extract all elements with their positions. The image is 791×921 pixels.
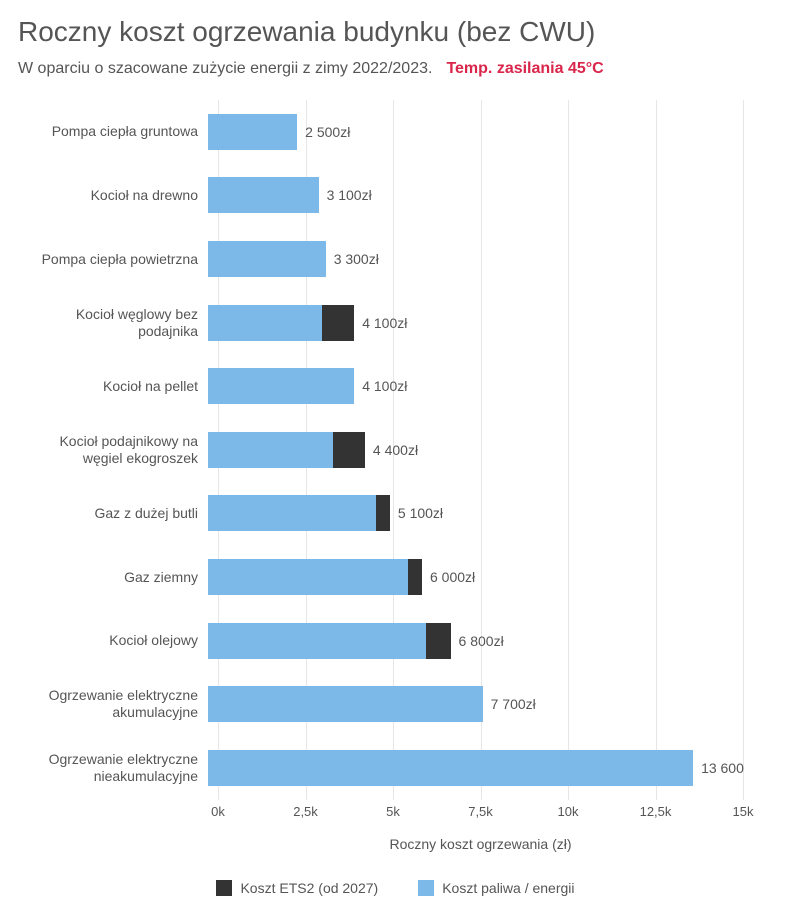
bar-segments bbox=[208, 177, 319, 213]
bar-track: 6 000zł bbox=[208, 545, 743, 609]
bar-value-label: 6 800zł bbox=[459, 633, 504, 649]
bar-track: 4 100zł bbox=[208, 354, 743, 418]
bar-value-label: 4 100zł bbox=[362, 378, 407, 394]
bar-track: 3 100zł bbox=[208, 164, 743, 228]
bar-segment-ets2 bbox=[408, 559, 422, 595]
bar-segments bbox=[208, 750, 693, 786]
bar-row: Ogrzewanie elektryczne akumulacyjne 7 700… bbox=[18, 672, 743, 736]
x-axis-tick: 10k bbox=[558, 804, 579, 819]
bar-segment-fuel bbox=[208, 750, 693, 786]
bar-segment-fuel bbox=[208, 432, 333, 468]
legend-item: Koszt paliwa / energii bbox=[418, 880, 574, 896]
chart-title: Roczny koszt ogrzewania budynku (bez CWU… bbox=[18, 16, 773, 48]
bar-segment-ets2 bbox=[426, 623, 451, 659]
category-label: Kocioł na drewno bbox=[18, 187, 208, 204]
bar-segment-fuel bbox=[208, 368, 354, 404]
bar-segments bbox=[208, 368, 354, 404]
x-axis-tick: 5k bbox=[386, 804, 400, 819]
bar-value-label: 2 500zł bbox=[305, 124, 350, 140]
bar-value-label: 6 000zł bbox=[430, 569, 475, 585]
legend: Koszt ETS2 (od 2027) Koszt paliwa / energ… bbox=[18, 880, 773, 896]
bar-track: 2 500zł bbox=[208, 100, 743, 164]
x-axis-tick: 7,5k bbox=[468, 804, 493, 819]
chart-area: Pompa ciepła gruntowa 2 500zł Kocioł na dr… bbox=[18, 100, 773, 896]
bar-segment-fuel bbox=[208, 495, 376, 531]
legend-swatch bbox=[216, 880, 232, 896]
bar-row: Kocioł olejowy 6 800zł bbox=[18, 609, 743, 673]
bar-segments bbox=[208, 432, 365, 468]
category-label: Kocioł węglowy bez podajnika bbox=[18, 306, 208, 340]
category-label: Pompa ciepła powietrzna bbox=[18, 251, 208, 268]
category-label: Kocioł podajnikowy na węgiel ekogroszek bbox=[18, 433, 208, 467]
bar-segment-fuel bbox=[208, 559, 408, 595]
bar-track: 5 100zł bbox=[208, 482, 743, 546]
bar-segment-fuel bbox=[208, 305, 322, 341]
bar-segment-ets2 bbox=[333, 432, 365, 468]
bar-track: 7 700zł bbox=[208, 672, 743, 736]
bar-value-label: 3 100zł bbox=[327, 187, 372, 203]
bar-segments bbox=[208, 686, 483, 722]
bar-segment-fuel bbox=[208, 177, 319, 213]
bar-segment-ets2 bbox=[376, 495, 390, 531]
bar-track: 4 400zł bbox=[208, 418, 743, 482]
plot-region: Pompa ciepła gruntowa2 500złKocioł na dr… bbox=[218, 100, 743, 800]
bar-value-label: 5 100zł bbox=[398, 505, 443, 521]
bar-segments bbox=[208, 559, 422, 595]
bar-row: Pompa ciepła gruntowa 2 500zł bbox=[18, 100, 743, 164]
category-label: Pompa ciepła gruntowa bbox=[18, 123, 208, 140]
bar-row: Gaz ziemny 6 000zł bbox=[18, 545, 743, 609]
gridline bbox=[743, 100, 744, 800]
category-label: Ogrzewanie elektryczne nieakumulacyjne bbox=[18, 751, 208, 785]
temperature-note: Temp. zasilania 45°C bbox=[446, 60, 603, 78]
category-label: Kocioł olejowy bbox=[18, 632, 208, 649]
bar-track: 13 600 bbox=[208, 736, 743, 800]
legend-label: Koszt paliwa / energii bbox=[442, 880, 574, 896]
bar-track: 4 100zł bbox=[208, 291, 743, 355]
bar-segment-fuel bbox=[208, 623, 426, 659]
bar-row: Kocioł na drewno 3 100zł bbox=[18, 164, 743, 228]
bar-value-label: 7 700zł bbox=[491, 696, 536, 712]
bar-segment-fuel bbox=[208, 114, 297, 150]
x-axis-tick: 2,5k bbox=[293, 804, 318, 819]
bar-segment-fuel bbox=[208, 686, 483, 722]
legend-item: Koszt ETS2 (od 2027) bbox=[216, 880, 378, 896]
chart-container: Roczny koszt ogrzewania budynku (bez CWU… bbox=[0, 0, 791, 921]
bar-row: Kocioł na pellet 4 100zł bbox=[18, 354, 743, 418]
bar-segments bbox=[208, 241, 326, 277]
bar-value-label: 13 600 bbox=[701, 760, 744, 776]
x-axis-title: Roczny koszt ogrzewania (zł) bbox=[218, 836, 743, 852]
bar-value-label: 3 300zł bbox=[334, 251, 379, 267]
bar-row: Pompa ciepła powietrzna 3 300zł bbox=[18, 227, 743, 291]
bar-value-label: 4 400zł bbox=[373, 442, 418, 458]
bar-segments bbox=[208, 114, 297, 150]
bar-segments bbox=[208, 305, 354, 341]
chart-subtitle: W oparciu o szacowane zużycie energii z … bbox=[18, 60, 432, 78]
legend-swatch bbox=[418, 880, 434, 896]
bar-segment-ets2 bbox=[322, 305, 354, 341]
x-axis-tick: 15k bbox=[733, 804, 754, 819]
bar-row: Gaz z dużej butli 5 100zł bbox=[18, 482, 743, 546]
bar-segments bbox=[208, 623, 451, 659]
category-label: Ogrzewanie elektryczne akumulacyjne bbox=[18, 687, 208, 721]
bar-track: 6 800zł bbox=[208, 609, 743, 673]
bar-track: 3 300zł bbox=[208, 227, 743, 291]
bar-row: Kocioł węglowy bez podajnika 4 100zł bbox=[18, 291, 743, 355]
bar-row: Ogrzewanie elektryczne nieakumulacyjne 13… bbox=[18, 736, 743, 800]
x-axis-tick: 0k bbox=[211, 804, 225, 819]
subtitle-row: W oparciu o szacowane zużycie energii z … bbox=[18, 60, 773, 78]
bar-segments bbox=[208, 495, 390, 531]
legend-label: Koszt ETS2 (od 2027) bbox=[240, 880, 378, 896]
category-label: Gaz ziemny bbox=[18, 569, 208, 586]
category-label: Gaz z dużej butli bbox=[18, 505, 208, 522]
category-label: Kocioł na pellet bbox=[18, 378, 208, 395]
bar-value-label: 4 100zł bbox=[362, 315, 407, 331]
bar-segment-fuel bbox=[208, 241, 326, 277]
x-axis-tick: 12,5k bbox=[640, 804, 672, 819]
bar-row: Kocioł podajnikowy na węgiel ekogroszek 4… bbox=[18, 418, 743, 482]
x-axis: 0k2,5k5k7,5k10k12,5k15k bbox=[218, 800, 743, 830]
